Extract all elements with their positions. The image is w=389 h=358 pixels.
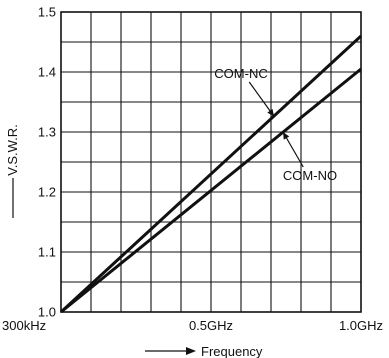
y-tick-label: 1.3	[38, 125, 56, 140]
y-tick-label: 1.1	[38, 245, 56, 260]
grid	[61, 12, 361, 312]
x-tick-label: 300kHz	[2, 318, 46, 333]
y-tick-labels: 1.01.11.21.31.41.5	[38, 5, 56, 320]
y-tick-label: 1.2	[38, 185, 56, 200]
x-axis-title: Frequency	[201, 344, 263, 358]
x-tick-label: 0.5GHz	[189, 318, 233, 333]
x-tick-labels: 300kHz 0.5GHz 1.0GHz	[2, 318, 383, 333]
y-axis-title: V.S.W.R.	[5, 124, 20, 176]
annotations: COM-NC COM-NO	[214, 66, 337, 183]
y-tick-label: 1.5	[38, 5, 56, 20]
y-tick-label: 1.4	[38, 65, 56, 80]
x-axis-title-arrowhead	[186, 347, 196, 355]
annotation-label: COM-NO	[283, 168, 337, 183]
annotation-label: COM-NC	[214, 66, 267, 81]
x-tick-label: 1.0GHz	[339, 318, 383, 333]
